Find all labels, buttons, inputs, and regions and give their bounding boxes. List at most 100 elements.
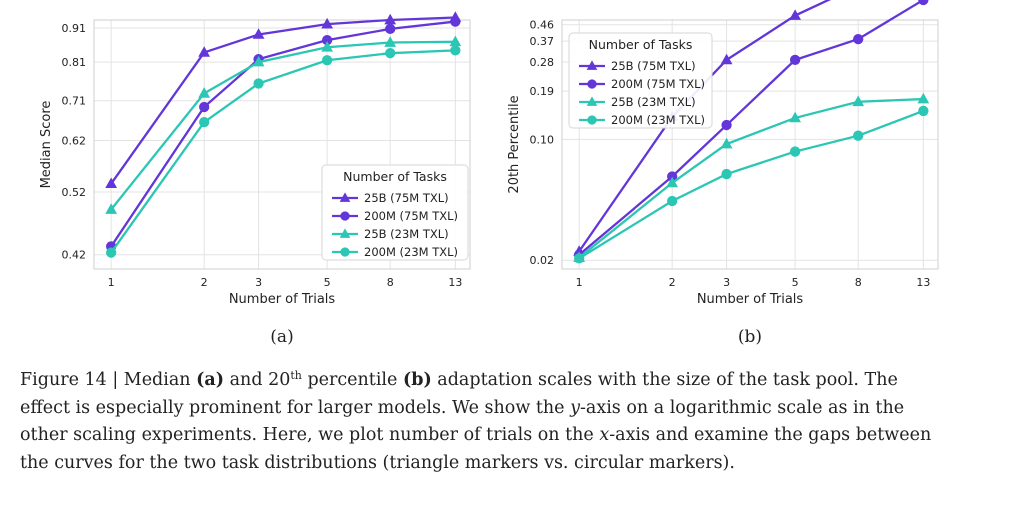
caption-mid1: and 20: [224, 370, 291, 390]
figure-caption: Figure 14 | Median (a) and 20th percenti…: [20, 367, 980, 477]
y-tick-label: 0.81: [62, 56, 87, 69]
legend-marker: [587, 115, 597, 125]
y-tick-label: 0.42: [62, 249, 87, 262]
legend-marker: [587, 79, 597, 89]
data-point: [253, 78, 264, 89]
x-tick-label: 13: [448, 276, 462, 289]
data-point: [667, 195, 678, 207]
data-point: [105, 177, 118, 189]
series-line: [578, 0, 924, 256]
caption-sup: th: [290, 369, 302, 382]
caption-mid2: percentile: [301, 370, 403, 390]
chart-panel-a: 0.42 0.52 0.62 0.71 0.81 0.91 1 2 3 5 8 13 Number of…: [39, 11, 471, 347]
data-point: [384, 13, 397, 25]
y-tick-label: 0.91: [62, 22, 87, 35]
data-point: [198, 46, 211, 57]
x-axis-label: Number of Trials: [229, 292, 336, 307]
caption-a-label: (a): [196, 370, 225, 390]
x-axis-label: Number of Trials: [697, 292, 804, 307]
y-tick-label: 0.28: [530, 56, 555, 69]
legend-entry-label: 25B (75M TXL): [364, 191, 449, 205]
y-axis-label: 20th Percentile: [507, 95, 522, 193]
caption-line4: the curves for the two task distribution…: [20, 452, 735, 473]
data-point: [198, 87, 211, 98]
y-tick-label: 0.10: [530, 133, 555, 146]
panel-label: (b): [738, 327, 762, 347]
caption-line1-rest: adaptation scales with the size of the t…: [431, 370, 898, 390]
legend-box: [321, 164, 469, 261]
legend-marker: [586, 60, 598, 70]
data-point: [918, 105, 929, 117]
x-tick-label: 2: [669, 276, 676, 289]
data-point: [450, 16, 461, 27]
series-line: [110, 20, 456, 248]
data-point: [321, 41, 334, 52]
data-point: [789, 146, 801, 157]
data-point: [666, 176, 679, 188]
caption-x-var: x: [599, 425, 610, 445]
y-tick-label: 0.02: [530, 254, 555, 267]
caption-y-var: y: [570, 397, 580, 418]
legend-marker: [340, 247, 350, 257]
data-point: [385, 23, 396, 35]
data-point: [667, 171, 678, 182]
data-point: [105, 203, 118, 214]
x-tick-label: 3: [255, 276, 262, 289]
data-point: [917, 92, 930, 104]
y-tick-label: 0.37: [530, 35, 555, 48]
legend-marker: [586, 96, 598, 106]
y-axis-label: Median Score: [39, 101, 54, 189]
series-line: [578, 0, 832, 253]
x-tick-label: 5: [324, 276, 331, 289]
legend-title: Number of Tasks: [343, 169, 447, 184]
data-point: [853, 33, 864, 45]
plot-frame: [93, 19, 471, 270]
legend-box: [568, 32, 713, 129]
chart-panel-b: 0.02 0.10 0.19 0.28 0.37 0.46 1 2 3 5 8 13 Number of…: [507, 0, 939, 347]
data-point: [385, 48, 396, 59]
y-tick-label: 0.62: [62, 134, 87, 147]
figure-canvas: 0.42 0.52 0.62 0.71 0.81 0.91 1 2 3 5 8 13 Number of…: [39, 0, 939, 347]
x-tick-label: 13: [916, 276, 930, 289]
x-tick-label: 8: [387, 276, 394, 289]
legend-marker: [339, 228, 351, 238]
data-point: [106, 247, 117, 258]
data-point: [199, 116, 210, 128]
data-point: [720, 137, 733, 149]
caption-line3-rest: -axis and examine the gaps between: [609, 425, 932, 445]
caption-b-label: (b): [402, 370, 432, 390]
data-point: [789, 111, 802, 123]
data-point: [321, 55, 333, 66]
series-line: [110, 16, 456, 185]
data-point: [321, 17, 334, 29]
data-point: [853, 130, 864, 141]
legend-entry-label: 200M (23M TXL): [611, 113, 705, 127]
y-tick-label: 0.52: [62, 186, 87, 199]
legend-marker: [339, 192, 351, 202]
data-point: [384, 36, 397, 47]
series-line: [110, 49, 456, 254]
data-point: [789, 54, 801, 66]
x-tick-label: 8: [855, 276, 862, 289]
legend-entry-label: 200M (23M TXL): [364, 245, 458, 259]
legend-entry-label: 25B (23M TXL): [611, 95, 696, 109]
data-point: [721, 119, 732, 131]
caption-prefix: Figure 14 | Median: [20, 370, 197, 390]
legend-entry-label: 25B (75M TXL): [611, 59, 696, 73]
data-point: [449, 35, 462, 47]
legend-entry-label: 25B (23M TXL): [364, 227, 449, 241]
x-tick-label: 5: [792, 276, 799, 289]
legend-marker: [340, 211, 350, 221]
y-tick-label: 0.71: [62, 95, 87, 108]
legend-title: Number of Tasks: [589, 37, 693, 52]
data-point: [720, 53, 733, 65]
data-point: [721, 168, 732, 180]
caption-line2: effect is especially prominent for large…: [20, 397, 571, 418]
caption-line3: other scaling experiments. Here, we plot…: [20, 425, 600, 445]
series-line: [110, 40, 456, 211]
data-point: [574, 253, 585, 264]
x-tick-label: 3: [723, 276, 730, 289]
y-tick-label: 0.46: [530, 19, 555, 32]
data-point: [450, 45, 461, 56]
x-tick-label: 1: [108, 276, 115, 289]
